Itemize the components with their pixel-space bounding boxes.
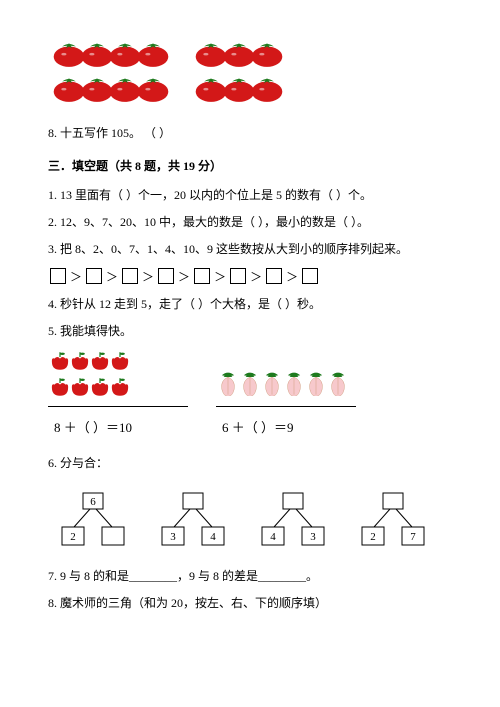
tomato-icon bbox=[250, 38, 284, 67]
greater-than-symbol: ＞ bbox=[142, 268, 154, 285]
peach-icon bbox=[260, 370, 284, 396]
peach-equation-block: 6 ＋（ ）＝9 bbox=[216, 370, 356, 436]
greater-than-symbol: ＞ bbox=[214, 268, 226, 285]
q3-3: 3. 把 8、2、0、7、1、4、10、9 这些数按从大到小的顺序排列起来。 bbox=[48, 240, 452, 259]
apple-icon bbox=[108, 349, 132, 375]
svg-text:2: 2 bbox=[70, 531, 76, 543]
peach-icon bbox=[216, 370, 240, 400]
tomato-icon bbox=[250, 38, 284, 71]
q3-2: 2. 12、9、7、20、10 中，最大的数是（ ），最小的数是（ ）。 bbox=[48, 213, 452, 232]
blank-box[interactable] bbox=[230, 268, 246, 284]
tomato-icon bbox=[136, 73, 170, 106]
blank-box[interactable] bbox=[194, 268, 210, 284]
worksheet-page: 8. 十五写作 105。 （ ） 三．填空题（共 8 题，共 19 分） 1. … bbox=[0, 0, 500, 707]
q3-1: 1. 13 里面有（ ）个一，20 以内的个位上是 5 的数有（ ）个。 bbox=[48, 186, 452, 205]
number-bond-row: 6 2 3 4 4 3 2 7 bbox=[56, 493, 452, 543]
number-bond-icon: 2 7 bbox=[356, 493, 430, 545]
peach-icon bbox=[326, 370, 350, 396]
svg-text:7: 7 bbox=[410, 531, 416, 543]
q3-6: 6. 分与合： bbox=[48, 454, 452, 473]
peach-icon bbox=[216, 370, 240, 396]
tomato-icon bbox=[136, 38, 170, 71]
apple-icon bbox=[108, 349, 132, 371]
blank-box[interactable] bbox=[266, 268, 282, 284]
ordering-boxes: ＞ ＞ ＞ ＞ ＞ ＞ ＞ bbox=[50, 268, 452, 285]
apple-equation-text: 8 ＋（ ）＝10 bbox=[54, 417, 132, 436]
section-3-title: 三．填空题（共 8 题，共 19 分） bbox=[48, 157, 452, 174]
tomato-icon bbox=[250, 73, 284, 102]
greater-than-symbol: ＞ bbox=[250, 268, 262, 285]
question-8: 8. 十五写作 105。 （ ） bbox=[48, 124, 452, 143]
number-bond: 4 3 bbox=[256, 493, 330, 543]
q3-4: 4. 秒针从 12 走到 5，走了（ ）个大格，是（ ）秒。 bbox=[48, 295, 452, 314]
peach-illustration bbox=[216, 370, 350, 400]
peach-icon bbox=[260, 370, 284, 400]
blank-box[interactable] bbox=[302, 268, 318, 284]
tomato-icon bbox=[136, 73, 170, 102]
number-bond: 3 4 bbox=[156, 493, 230, 543]
blank-box[interactable] bbox=[122, 268, 138, 284]
apple-illustration bbox=[48, 349, 132, 400]
tomato-illustration bbox=[52, 38, 452, 106]
apple-icon bbox=[108, 375, 132, 397]
divider-line bbox=[48, 406, 188, 407]
greater-than-symbol: ＞ bbox=[106, 268, 118, 285]
blank-box[interactable] bbox=[50, 268, 66, 284]
svg-text:2: 2 bbox=[370, 531, 376, 543]
q3-5: 5. 我能填得快。 bbox=[48, 322, 452, 341]
q3-7: 7. 9 与 8 的和是________，9 与 8 的差是________。 bbox=[48, 567, 452, 586]
peach-icon bbox=[304, 370, 328, 396]
greater-than-symbol: ＞ bbox=[178, 268, 190, 285]
number-bond-icon: 3 4 bbox=[156, 493, 230, 545]
blank-box[interactable] bbox=[158, 268, 174, 284]
q3-8: 8. 魔术师的三角（和为 20，按左、右、下的顺序填） bbox=[48, 594, 452, 613]
svg-text:6: 6 bbox=[90, 496, 96, 508]
number-bond-icon: 6 2 bbox=[56, 493, 130, 545]
peach-icon bbox=[304, 370, 328, 400]
greater-than-symbol: ＞ bbox=[70, 268, 82, 285]
number-bond-icon: 4 3 bbox=[256, 493, 330, 545]
peach-icon bbox=[282, 370, 306, 396]
svg-text:4: 4 bbox=[210, 531, 216, 543]
peach-icon bbox=[238, 370, 262, 396]
greater-than-symbol: ＞ bbox=[286, 268, 298, 285]
peach-icon bbox=[326, 370, 350, 400]
fruit-equations: 8 ＋（ ）＝10 6 ＋（ ）＝9 bbox=[48, 349, 452, 436]
blank-box[interactable] bbox=[86, 268, 102, 284]
apple-icon bbox=[108, 375, 132, 401]
svg-text:3: 3 bbox=[170, 531, 176, 543]
number-bond: 6 2 bbox=[56, 493, 130, 543]
svg-text:4: 4 bbox=[270, 531, 276, 543]
tomato-icon bbox=[250, 73, 284, 106]
divider-line bbox=[216, 406, 356, 407]
peach-icon bbox=[238, 370, 262, 400]
number-bond: 2 7 bbox=[356, 493, 430, 543]
apple-equation-block: 8 ＋（ ）＝10 bbox=[48, 349, 188, 436]
tomato-icon bbox=[136, 38, 170, 67]
peach-icon bbox=[282, 370, 306, 400]
svg-text:3: 3 bbox=[310, 531, 316, 543]
peach-equation-text: 6 ＋（ ）＝9 bbox=[222, 417, 294, 436]
